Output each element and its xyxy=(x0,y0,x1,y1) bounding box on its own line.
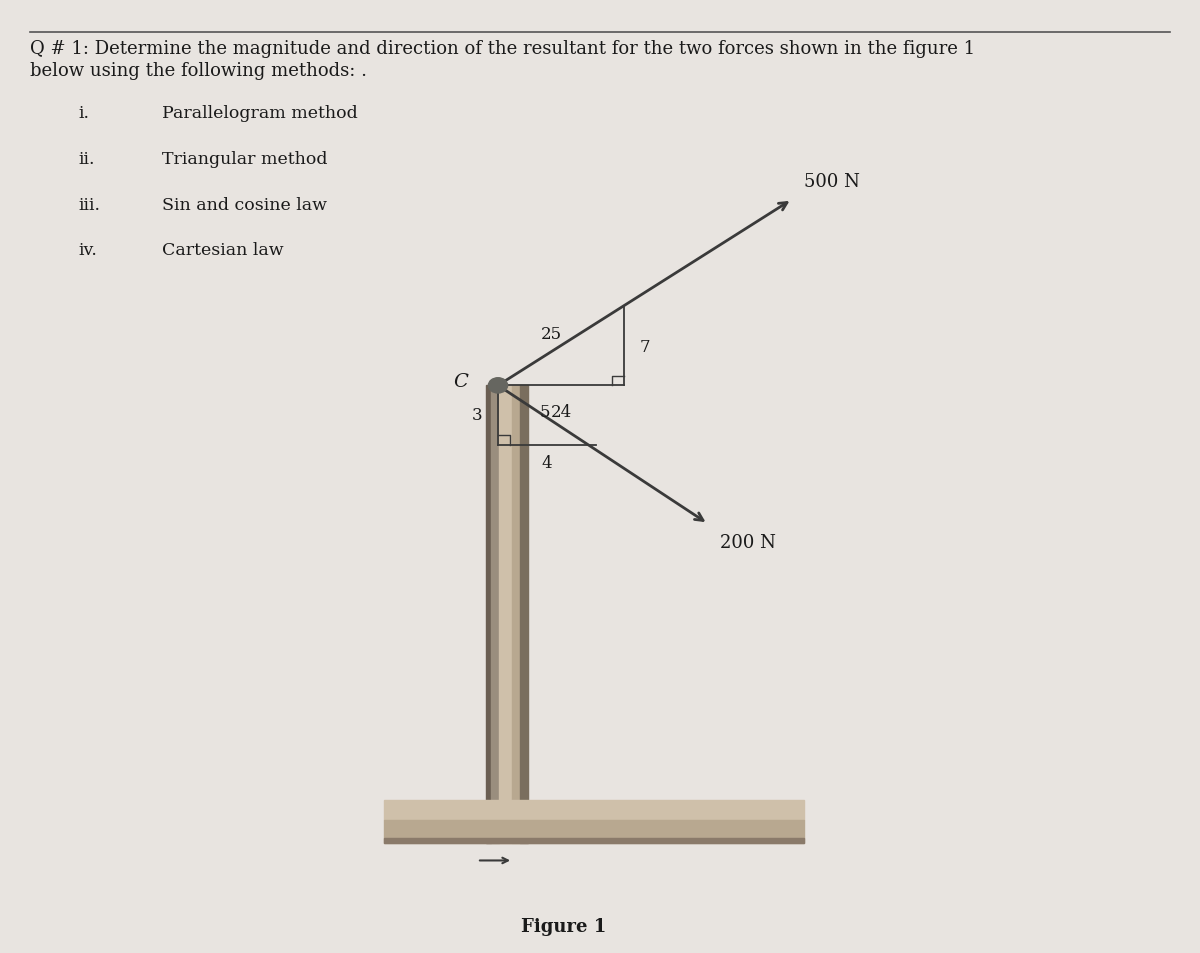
Bar xyxy=(384,820,804,843)
Text: iii.: iii. xyxy=(78,196,100,213)
Text: Parallelogram method: Parallelogram method xyxy=(162,105,358,122)
Text: ii.: ii. xyxy=(78,151,95,168)
Text: Q # 1: Determine the magnitude and direction of the resultant for the two forces: Q # 1: Determine the magnitude and direc… xyxy=(30,40,976,58)
Text: below using the following methods: .: below using the following methods: . xyxy=(30,62,367,80)
Text: 200 N: 200 N xyxy=(720,534,776,552)
Text: Figure 1: Figure 1 xyxy=(521,917,607,935)
Bar xyxy=(491,386,499,843)
Text: Cartesian law: Cartesian law xyxy=(162,242,283,259)
Text: 5: 5 xyxy=(539,404,550,421)
Bar xyxy=(486,386,491,843)
Text: Triangular method: Triangular method xyxy=(162,151,328,168)
Bar xyxy=(521,386,528,843)
Bar xyxy=(384,801,804,820)
Text: 24: 24 xyxy=(551,403,571,420)
Text: 4: 4 xyxy=(542,455,552,472)
Text: 7: 7 xyxy=(640,338,650,355)
Bar xyxy=(499,386,512,843)
Text: 25: 25 xyxy=(540,326,562,343)
Text: 500 N: 500 N xyxy=(804,172,860,191)
Bar xyxy=(512,386,521,843)
Text: Sin and cosine law: Sin and cosine law xyxy=(162,196,326,213)
Text: 3: 3 xyxy=(472,407,482,424)
Text: i.: i. xyxy=(78,105,89,122)
Text: C: C xyxy=(454,373,468,390)
Circle shape xyxy=(488,378,508,394)
Text: iv.: iv. xyxy=(78,242,97,259)
Bar xyxy=(384,839,804,843)
